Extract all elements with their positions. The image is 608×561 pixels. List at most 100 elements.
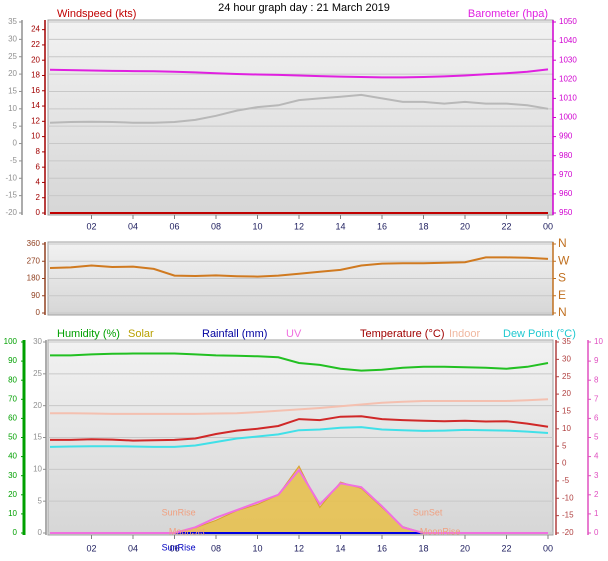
y-tick-label: 20 xyxy=(31,55,40,64)
x-tick-label: 04 xyxy=(128,221,138,231)
y-tick-label: -10 xyxy=(562,493,574,502)
x-tick-label: 16 xyxy=(377,543,387,553)
y-tick-label: 40 xyxy=(8,452,17,461)
y-tick-label: 20 xyxy=(8,69,17,78)
x-tick-label: 02 xyxy=(86,543,96,553)
x-tick-label: 00 xyxy=(543,543,553,553)
annotation: SunSet xyxy=(413,507,443,517)
y-tick-label: 35 xyxy=(562,337,571,346)
plot-area xyxy=(47,19,554,216)
y-tick-label: 5 xyxy=(594,433,599,442)
y-tick-label: 20 xyxy=(8,490,17,499)
y-tick-label: 10 xyxy=(8,509,17,518)
line xyxy=(49,426,549,448)
x-tick-label: 20 xyxy=(460,221,470,231)
y-tick-label: 5 xyxy=(38,496,43,505)
y-tick-label: 90 xyxy=(31,291,40,300)
y-tick-label: 25 xyxy=(33,369,42,378)
y-tick-label: 360 xyxy=(27,239,41,248)
y-tick-label: E xyxy=(558,288,566,302)
annotation: MoonRise xyxy=(420,526,461,536)
y-tick-label: 960 xyxy=(559,189,573,198)
y-tick-label: 30 xyxy=(562,354,571,363)
y-tick-label: 30 xyxy=(33,337,42,346)
chart-title: 24 hour graph day : 21 March 2019 xyxy=(218,2,390,14)
line xyxy=(49,68,549,79)
legend-label: Temperature (°C) xyxy=(360,328,444,340)
y-tick-label: 90 xyxy=(8,356,17,365)
y-tick-label: 20 xyxy=(562,389,571,398)
y-tick-label: 1040 xyxy=(559,36,577,45)
x-marker: SunRise xyxy=(162,542,196,552)
x-tick-label: 18 xyxy=(418,543,428,553)
x-tick-label: 06 xyxy=(169,221,179,231)
legend-label: Rainfall (mm) xyxy=(202,328,267,340)
y-tick-label: W xyxy=(558,253,570,267)
y-tick-label: -15 xyxy=(562,511,574,520)
legend-label: Indoor xyxy=(449,328,481,340)
y-tick-label: 10 xyxy=(8,104,17,113)
y-tick-label: -5 xyxy=(10,156,18,165)
y-tick-label: 14 xyxy=(31,101,40,110)
annotation: SunRise xyxy=(162,507,196,517)
y-tick-label: 60 xyxy=(8,414,17,423)
x-tick-label: 14 xyxy=(335,543,345,553)
y-tick-label: 0 xyxy=(38,528,43,537)
legend-label: Humidity (%) xyxy=(57,328,120,340)
line xyxy=(50,415,549,442)
y-tick-label: 0 xyxy=(13,528,18,537)
y-tick-label: 30 xyxy=(8,471,17,480)
y-tick-label: 990 xyxy=(559,132,573,141)
line xyxy=(49,256,549,278)
y-tick-label: 950 xyxy=(559,208,573,217)
x-tick-label: 18 xyxy=(418,221,428,231)
y-tick-label: 980 xyxy=(559,151,573,160)
y-tick-label: -5 xyxy=(562,476,570,485)
annotation: MoonSet xyxy=(169,526,206,536)
y-tick-label: -15 xyxy=(5,191,17,200)
y-tick-label: 0 xyxy=(36,308,41,317)
y-tick-label: 970 xyxy=(559,170,573,179)
y-tick-label: 35 xyxy=(8,17,17,26)
x-tick-label: 14 xyxy=(335,221,345,231)
y-tick-label: 10 xyxy=(31,132,40,141)
legend-label: UV xyxy=(286,328,302,340)
y-tick-label: 1010 xyxy=(559,94,577,103)
y-tick-label: N xyxy=(558,236,567,250)
x-tick-label: 06 xyxy=(169,543,179,553)
x-tick-label: 04 xyxy=(128,543,138,553)
x-tick-label: 08 xyxy=(211,543,221,553)
legend-label: Dew Point (°C) xyxy=(503,328,576,340)
y-tick-label: 8 xyxy=(594,375,599,384)
y-tick-label: 10 xyxy=(562,424,571,433)
y-tick-label: 15 xyxy=(562,407,571,416)
y-tick-label: 9 xyxy=(594,356,599,365)
x-tick-label: 10 xyxy=(252,543,262,553)
y-tick-label: 1000 xyxy=(559,113,577,122)
y-tick-label: 5 xyxy=(13,121,18,130)
line xyxy=(50,468,548,534)
y-tick-label: 12 xyxy=(31,116,40,125)
y-tick-label: 0 xyxy=(36,208,41,217)
y-tick-label: 0 xyxy=(13,139,18,148)
y-tick-label: 22 xyxy=(31,40,40,49)
y-tick-label: 10 xyxy=(33,464,42,473)
y-tick-label: N xyxy=(558,305,567,319)
y-tick-label: 2 xyxy=(36,193,41,202)
y-tick-label: S xyxy=(558,271,566,285)
line xyxy=(50,352,549,372)
y-tick-label: 4 xyxy=(594,452,599,461)
y-tick-label: -10 xyxy=(5,173,17,182)
x-tick-label: 12 xyxy=(294,221,304,231)
y-tick-label: 7 xyxy=(594,394,599,403)
x-tick-label: 10 xyxy=(252,221,262,231)
y-tick-label: 30 xyxy=(8,34,17,43)
y-tick-label: 25 xyxy=(8,52,17,61)
y-tick-label: 8 xyxy=(36,147,41,156)
y-tick-label: 4 xyxy=(36,178,41,187)
y-tick-label: 1020 xyxy=(559,74,577,83)
legend-label: Barometer (hpa) xyxy=(468,8,548,20)
y-tick-label: 10 xyxy=(594,337,603,346)
y-tick-label: 100 xyxy=(4,337,18,346)
